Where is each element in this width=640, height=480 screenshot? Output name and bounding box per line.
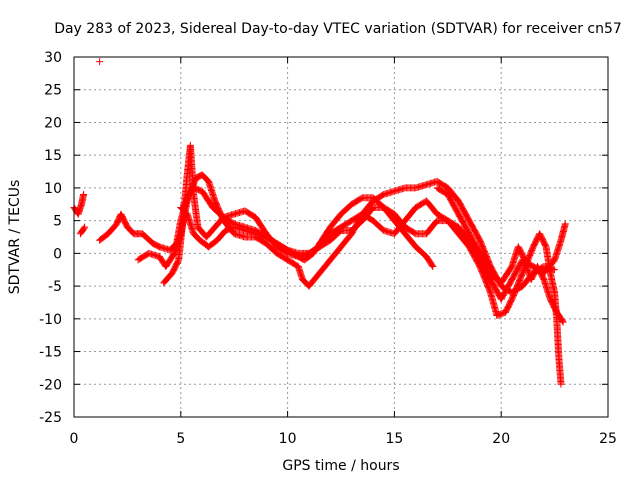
data-point-track-b <box>81 223 89 231</box>
axis-ticks: 0 5 10 15 20 25 -25 -20 -15 -10 -5 0 5 10 15 20 25 30 <box>39 50 617 447</box>
y-tick-label: 20 <box>44 115 62 131</box>
x-tick-label: 20 <box>492 431 510 447</box>
y-tick-label: 15 <box>44 148 62 164</box>
data-point-track-g <box>558 317 566 325</box>
y-tick-label: -15 <box>39 345 62 361</box>
y-tick-label: 10 <box>44 181 62 197</box>
data-point-track-b <box>80 224 88 232</box>
y-tick-label: 30 <box>44 50 62 66</box>
y-tick-label: 5 <box>53 214 62 230</box>
data-point-track-f <box>561 220 569 228</box>
y-axis-label: SDTVAR / TECUs <box>7 180 23 295</box>
y-tick-label: -25 <box>39 410 62 426</box>
plot-frame <box>73 56 609 418</box>
x-tick-label: 0 <box>70 431 79 447</box>
data-point-track-a <box>80 190 88 198</box>
data-point-track-c <box>428 261 436 269</box>
y-tick-label: 25 <box>44 83 62 99</box>
x-tick-label: 25 <box>599 431 617 447</box>
y-tick-label: -5 <box>48 279 62 295</box>
y-tick-label: -10 <box>39 312 62 328</box>
data-point-track-e <box>557 380 565 388</box>
x-tick-label: 15 <box>385 431 403 447</box>
x-tick-label: 5 <box>176 431 185 447</box>
data-point-track-g <box>559 318 567 326</box>
y-tick-label: 0 <box>53 246 62 262</box>
data-point-track-d <box>551 266 559 274</box>
data-point-outlier <box>96 58 104 66</box>
data-point-track-c <box>429 262 437 270</box>
data-points <box>70 58 569 388</box>
x-tick-label: 10 <box>279 431 297 447</box>
y-tick-label: -20 <box>39 377 62 393</box>
x-axis-label: GPS time / hours <box>282 458 399 474</box>
chart-title: Day 283 of 2023, Sidereal Day-to-day VTE… <box>54 21 622 37</box>
